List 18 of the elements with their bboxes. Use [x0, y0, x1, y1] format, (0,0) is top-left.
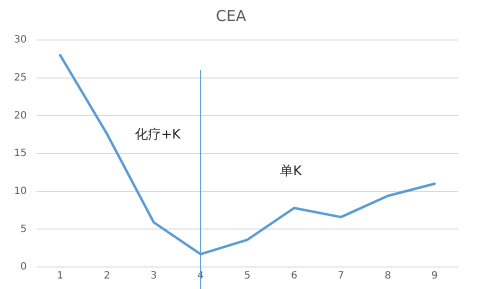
y-tick-label: 10: [14, 186, 27, 197]
annotation: 化疗+K: [135, 128, 182, 143]
x-tick-label: 8: [384, 270, 391, 282]
y-tick-label: 5: [20, 224, 27, 235]
x-tick-label: 2: [104, 270, 110, 282]
annotation: 单K: [280, 164, 302, 180]
x-tick-label: 5: [244, 270, 251, 282]
y-tick-label: 20: [14, 110, 27, 122]
x-tick-label: 6: [290, 270, 298, 282]
x-tick-label: 7: [338, 270, 344, 282]
x-tick-label: 9: [431, 270, 438, 282]
x-tick-label: 3: [150, 270, 157, 282]
y-tick-label: 25: [14, 72, 27, 84]
y-tick-label: 30: [14, 34, 27, 46]
y-tick-label: 15: [14, 148, 27, 160]
y-tick-label: 0: [20, 262, 27, 273]
x-tick-label: 1: [56, 270, 64, 282]
chart-title: CEA: [216, 6, 247, 25]
